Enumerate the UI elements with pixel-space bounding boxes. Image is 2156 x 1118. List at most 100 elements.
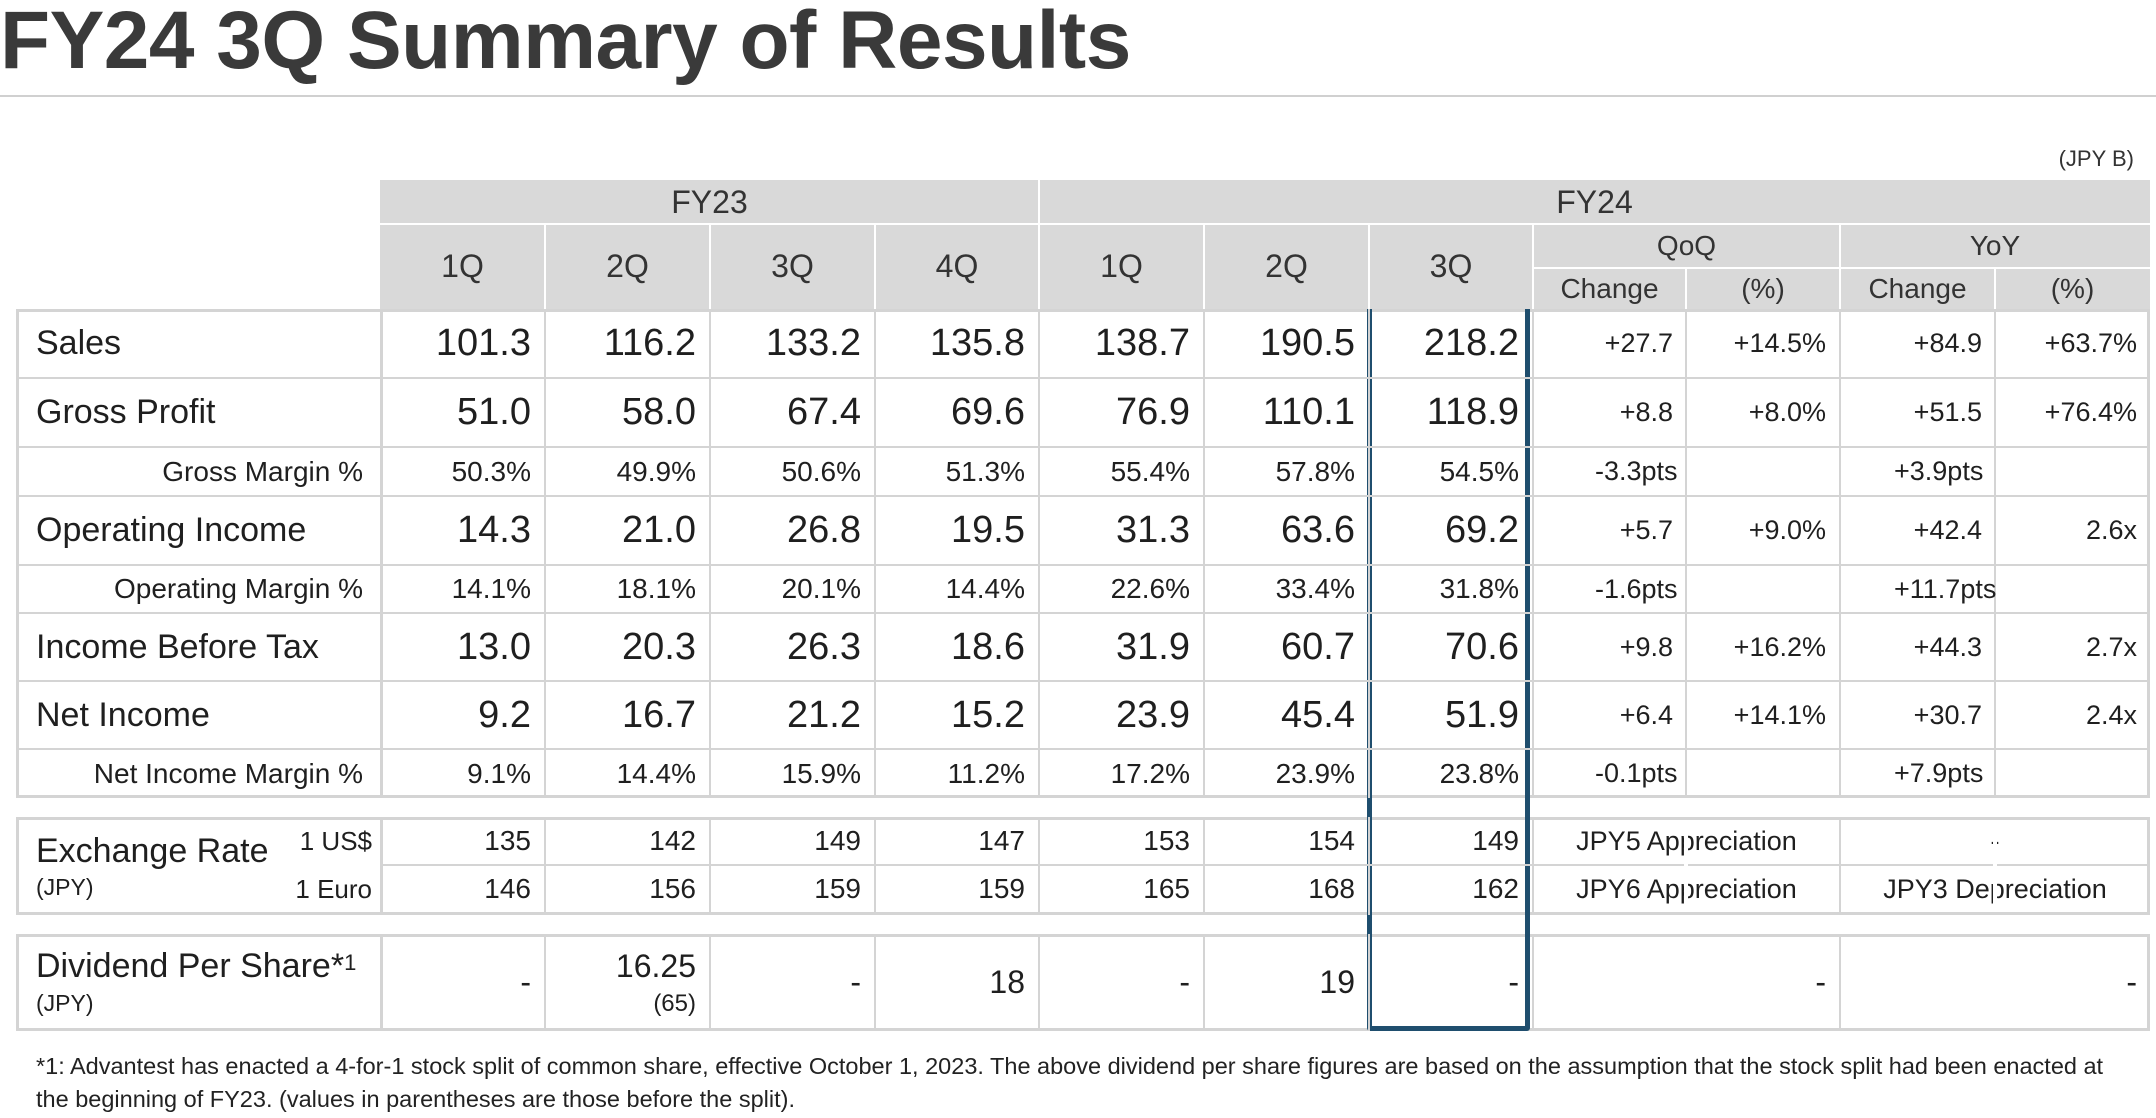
yoy-change-header: Change xyxy=(1868,272,1967,304)
qoq-change-cell: -3.3pts xyxy=(1595,456,1678,486)
table-cell: 13.0 xyxy=(457,625,531,668)
quarter-divider xyxy=(709,224,711,309)
quarter-header: 3Q xyxy=(1429,248,1473,284)
table-cell: 50.3% xyxy=(451,455,531,487)
table-cell: 18.1% xyxy=(616,573,696,604)
table-cell: 33.4% xyxy=(1275,573,1355,604)
row-label: Net Income xyxy=(36,695,210,734)
table-cell: 11.2% xyxy=(947,757,1025,789)
column-divider xyxy=(1994,309,1996,798)
table-cell: 135 xyxy=(484,825,531,856)
table-cell: 159 xyxy=(978,873,1025,904)
qoq-change-cell: +9.8 xyxy=(1619,631,1673,662)
table-cell: - xyxy=(1508,964,1519,1000)
column-divider xyxy=(874,934,876,1031)
row-divider xyxy=(16,612,2150,614)
fy24-label: FY24 xyxy=(1556,183,1633,220)
row-label: Operating Margin % xyxy=(113,573,363,604)
row-label: Gross Margin % xyxy=(162,455,363,487)
table-cell: 14.4% xyxy=(945,573,1025,604)
yoy-change-cell: +51.5 xyxy=(1913,397,1982,427)
table-cell: 16.7 xyxy=(622,693,696,736)
table-cell: 69.6 xyxy=(951,391,1025,433)
column-divider xyxy=(1368,309,1370,798)
qoq-change-cell: +8.8 xyxy=(1619,397,1673,427)
title-divider xyxy=(0,95,2156,97)
label-column-divider xyxy=(380,817,383,915)
table-cell: 18 xyxy=(989,964,1025,1000)
column-divider xyxy=(1532,934,1534,1031)
yoy-pct-cell: 2.6x xyxy=(2085,515,2137,545)
table-cell: 159 xyxy=(814,873,861,904)
qoq-change-cell: +6.4 xyxy=(1619,699,1673,730)
qoq-change-cell: -0.1pts xyxy=(1595,758,1678,788)
qoq-pct-cell xyxy=(1686,447,1826,496)
table-cell: - xyxy=(520,964,531,1000)
table-cell: 154 xyxy=(1308,825,1355,856)
row-divider xyxy=(380,864,2150,866)
yoy-pct-cell: +63.7% xyxy=(2044,328,2137,358)
table-cell: 118.9 xyxy=(1426,391,1519,433)
qoq-change-cell: -1.6pts xyxy=(1595,573,1678,604)
column-divider xyxy=(544,309,546,798)
row-label: Net Income Margin % xyxy=(93,757,363,789)
column-divider xyxy=(1368,934,1370,1031)
column-divider xyxy=(1839,309,1841,798)
column-divider xyxy=(709,309,711,798)
qoq-header: QoQ xyxy=(1656,230,1717,261)
yoy-change-cell: +42.4 xyxy=(1913,515,1982,545)
dividend-table xyxy=(16,934,2150,1031)
qoq-inner-divider xyxy=(1685,268,1687,309)
yoy-change-cell: +7.9pts xyxy=(1894,758,1984,788)
yoy-pct-cell: 2.4x xyxy=(2085,699,2137,730)
table-cell: 23.8% xyxy=(1439,757,1519,789)
row-divider xyxy=(16,377,2150,379)
merge-mask xyxy=(1684,937,1688,1028)
qoq-pct-cell: +14.1% xyxy=(1733,699,1826,730)
yoy-inner-divider xyxy=(1994,268,1996,309)
table-cell: 14.3 xyxy=(457,509,531,551)
column-divider xyxy=(1839,817,1841,915)
qoq-pct-header: (%) xyxy=(1741,272,1785,304)
quarter-header: 1Q xyxy=(1100,248,1143,284)
table-cell: 133.2 xyxy=(765,322,861,364)
merge-mask xyxy=(1993,937,1997,1028)
row-divider xyxy=(16,748,2150,750)
qoq-dividend-cell: - xyxy=(1815,964,1826,1000)
table-cell: 31.9 xyxy=(1116,625,1190,668)
quarter-header: 2Q xyxy=(1265,248,1308,284)
yoy-change-cell: +3.9pts xyxy=(1894,456,1984,486)
table-cell: 58.0 xyxy=(622,391,696,433)
row-divider xyxy=(16,495,2150,497)
table-cell: 142 xyxy=(649,825,696,856)
qoq-yoy-split xyxy=(1533,267,2150,269)
merge-mask xyxy=(1993,820,1997,912)
currency-label: 1 US$ xyxy=(299,825,372,856)
yoy-header: YoY xyxy=(1969,230,2021,261)
table-cell: 138.7 xyxy=(1094,322,1190,364)
yoy-pct-cell: +76.4% xyxy=(2044,397,2137,427)
table-cell: 16.25 xyxy=(615,947,696,984)
fy23-label: FY23 xyxy=(671,183,748,220)
table-cell: 135.8 xyxy=(929,322,1025,364)
yoy-dividend-cell: - xyxy=(2126,964,2137,1000)
row-label: Income Before Tax xyxy=(36,627,319,666)
table-cell: 156 xyxy=(649,873,696,904)
column-divider xyxy=(709,817,711,915)
table-cell: 23.9% xyxy=(1275,757,1355,789)
column-divider xyxy=(1038,817,1040,915)
table-cell: 218.2 xyxy=(1423,322,1519,364)
qoq-pct-cell: +8.0% xyxy=(1748,397,1826,427)
footnote-marker: 1 xyxy=(344,950,357,975)
table-cell: 149 xyxy=(814,825,861,856)
column-divider xyxy=(1038,309,1040,798)
table-cell: 63.6 xyxy=(1281,509,1355,551)
dividend-label: Dividend Per Share* 1 xyxy=(36,946,357,985)
qoq-pct-cell xyxy=(1686,749,1826,798)
table-cell: 14.1% xyxy=(451,573,531,604)
table-cell: 26.8 xyxy=(787,509,861,551)
yoy-pct-cell xyxy=(1995,749,2137,798)
row-divider xyxy=(16,564,2150,566)
quarter-divider xyxy=(1368,224,1370,309)
yoy-pct-cell xyxy=(1995,565,2137,613)
